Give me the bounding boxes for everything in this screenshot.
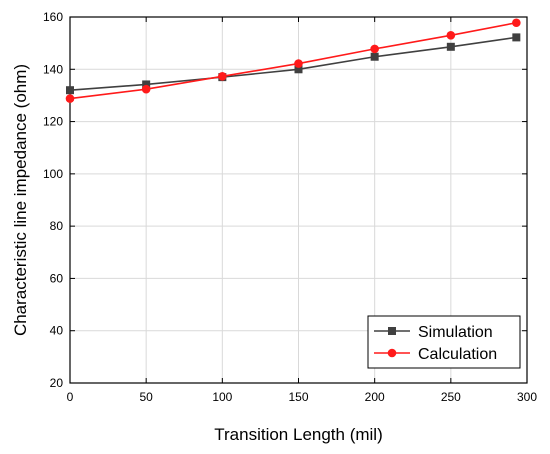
legend-simulation-marker: [388, 327, 396, 335]
x-tick-label: 300: [517, 390, 537, 404]
calculation-point: [512, 18, 521, 28]
simulation-point: [446, 42, 455, 51]
simulation-point: [142, 80, 151, 89]
calculation-point: [218, 72, 227, 81]
y-axis-title: Characteristic line impedance (ohm): [11, 64, 30, 336]
legend-calculation-marker: [387, 348, 397, 358]
legend: Simulation Calculation: [367, 315, 521, 369]
calculation-point: [446, 31, 456, 40]
legend-box: [367, 315, 521, 369]
calculation-point: [141, 84, 151, 94]
calculation-point: [294, 59, 303, 68]
x-axis-title: Transition Length (mil): [214, 425, 383, 444]
simulation-point: [66, 86, 74, 95]
legend-calculation-label: Calculation: [418, 346, 497, 363]
x-tick-label: 200: [365, 390, 385, 404]
y-tick-label: 60: [50, 271, 64, 285]
x-tick-label: 0: [67, 390, 74, 404]
simulation-point: [294, 65, 303, 74]
legend-simulation-label: Simulation: [418, 324, 493, 341]
y-tick-label: 100: [43, 167, 63, 181]
calculation-point: [370, 44, 379, 54]
calculation-point: [65, 94, 75, 103]
y-tick-label: 80: [50, 219, 64, 233]
y-tick-label: 140: [43, 62, 63, 76]
x-tick-label: 100: [212, 390, 232, 404]
simulation-point: [370, 52, 379, 61]
simulation-point: [512, 33, 521, 42]
series-group: [65, 18, 521, 103]
x-tick-label: 250: [441, 390, 461, 404]
x-tick-label: 150: [288, 390, 308, 404]
axis-ticks: 0 50 100 150 200 250 300 20 40 60 80 100 120 140 160: [43, 10, 537, 404]
y-tick-label: 40: [50, 324, 64, 338]
y-tick-label: 120: [43, 115, 63, 129]
y-tick-label: 20: [50, 376, 64, 390]
x-tick-label: 50: [139, 390, 153, 404]
y-tick-label: 160: [43, 10, 63, 24]
